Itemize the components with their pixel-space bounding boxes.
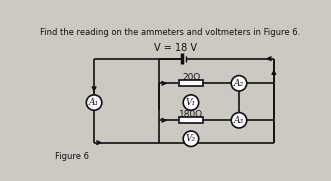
Text: Find the reading on the ammeters and voltmeters in Figure 6.: Find the reading on the ammeters and vol…	[40, 28, 300, 37]
Text: Figure 6: Figure 6	[55, 152, 89, 161]
Circle shape	[231, 76, 247, 91]
Text: A₃: A₃	[234, 116, 244, 125]
Text: V₁: V₁	[186, 98, 196, 107]
Circle shape	[231, 113, 247, 128]
Circle shape	[86, 95, 102, 110]
Text: 180Ω: 180Ω	[179, 110, 203, 119]
Circle shape	[183, 131, 199, 146]
Text: V₂: V₂	[186, 134, 196, 143]
Text: A₂: A₂	[234, 79, 244, 88]
Circle shape	[183, 95, 199, 110]
Text: 20Ω: 20Ω	[182, 73, 200, 82]
Text: A₁: A₁	[89, 98, 99, 107]
Text: V = 18 V: V = 18 V	[154, 43, 197, 53]
Bar	[178, 117, 203, 123]
Bar	[178, 80, 203, 86]
